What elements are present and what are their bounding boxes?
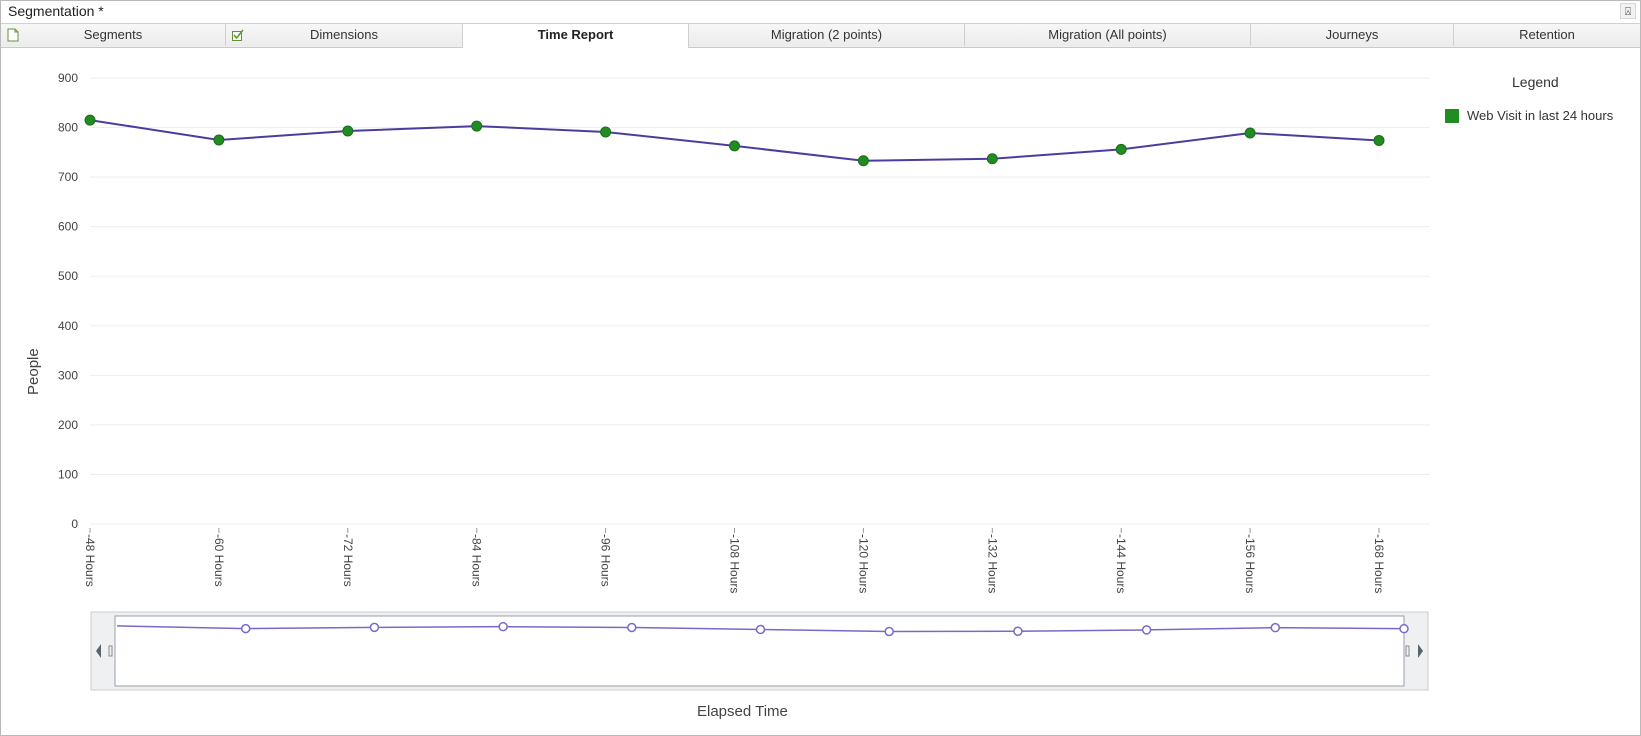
y-axis-title: People — [25, 348, 42, 395]
legend-item[interactable]: Web Visit in last 24 hours — [1445, 108, 1613, 123]
legend-label: Web Visit in last 24 hours — [1467, 108, 1614, 123]
tab-label: Dimensions — [310, 27, 378, 42]
tab-migration-all-points[interactable]: Migration (All points) — [965, 24, 1251, 46]
document-icon — [7, 28, 19, 42]
tab-time-report[interactable]: Time Report — [463, 24, 689, 48]
x-axis-title: Elapsed Time — [697, 703, 788, 720]
tab-retention[interactable]: Retention — [1454, 24, 1640, 46]
tab-label: Migration (2 points) — [770, 27, 883, 42]
tab-segments[interactable]: Segments — [1, 24, 226, 46]
title-bar: Segmentation * ⍓ — [1, 1, 1640, 24]
tab-label: Journeys — [1325, 27, 1379, 42]
tab-journeys[interactable]: Journeys — [1251, 24, 1454, 46]
window-title: Segmentation * — [8, 3, 104, 19]
tab-dimensions[interactable]: Dimensions — [226, 24, 463, 46]
tab-label: Retention — [1519, 27, 1575, 42]
tab-label: Segments — [83, 27, 143, 42]
checklist-icon — [232, 29, 244, 41]
tab-bar: Segments Dimensions Time Report Migratio… — [1, 24, 1640, 48]
tab-label: Time Report — [537, 27, 614, 42]
tab-label: Migration (All points) — [1048, 27, 1167, 42]
legend-swatch — [1445, 108, 1459, 123]
pin-icon[interactable]: ⍓ — [1620, 3, 1636, 19]
legend-title: Legend — [1512, 74, 1559, 90]
tab-migration-2-points[interactable]: Migration (2 points) — [689, 24, 965, 46]
